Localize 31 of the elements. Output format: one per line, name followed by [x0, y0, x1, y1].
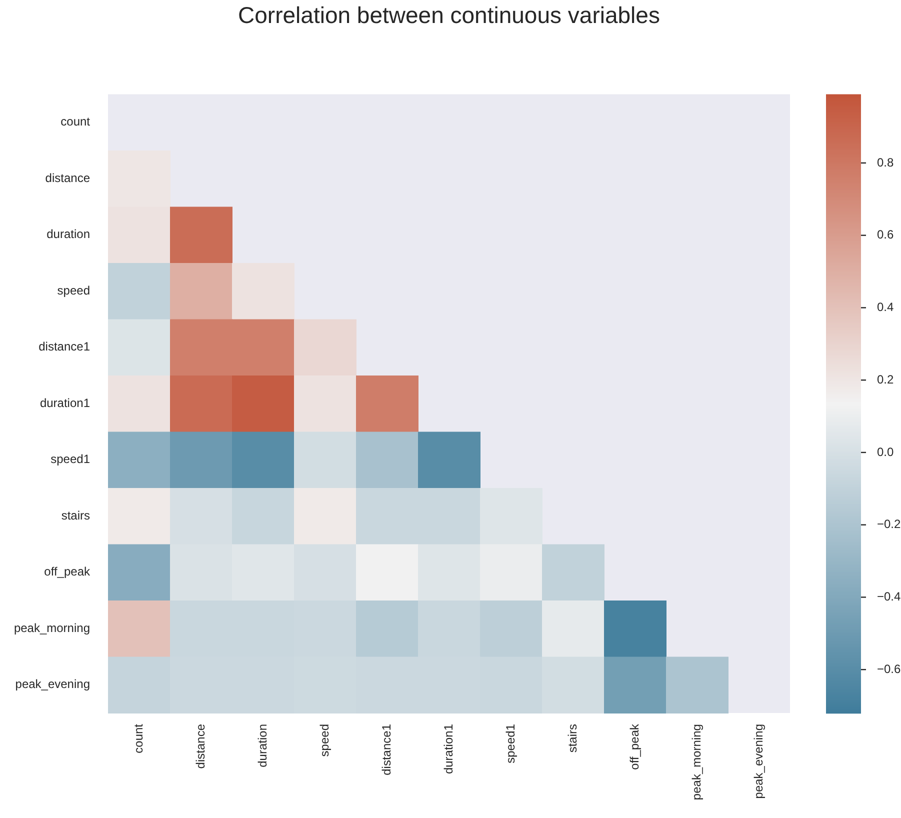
x-tick-label: distance1 — [379, 724, 394, 776]
color-bar-label: −0.2 — [877, 517, 901, 532]
y-tick-label: stairs — [61, 508, 90, 522]
color-bar-label: 0.2 — [877, 372, 894, 386]
x-tick-label: off_peak — [627, 723, 642, 770]
color-bar-label: 0.8 — [877, 155, 894, 170]
y-tick-label: duration1 — [40, 396, 90, 410]
y-tick-label: peak_evening — [15, 677, 90, 692]
x-tick-label: peak_morning — [689, 724, 704, 800]
x-tick-label: count — [131, 723, 146, 754]
y-tick-label: duration — [46, 227, 90, 242]
x-tick-label: stairs — [565, 724, 580, 753]
x-tick-label: distance — [193, 724, 208, 769]
x-tick-label: peak_evening — [751, 724, 766, 799]
y-tick-label: speed — [57, 283, 90, 298]
x-tick-label: speed — [317, 724, 332, 757]
y-tick-label: distance1 — [38, 340, 90, 354]
y-tick-label: speed1 — [50, 452, 90, 466]
y-tick-label: off_peak — [44, 564, 91, 579]
x-tick-label: duration1 — [441, 724, 456, 774]
x-tick-label: speed1 — [503, 724, 518, 764]
chart-title: Correlation between continuous variables — [237, 2, 661, 29]
x-tick-label: duration — [255, 724, 270, 768]
y-tick-label: peak_morning — [14, 620, 90, 635]
color-bar-label: −0.4 — [877, 590, 901, 604]
color-bar-label: 0.4 — [877, 300, 894, 314]
y-tick-label: distance — [45, 170, 90, 185]
color-bar-label: −0.6 — [877, 662, 901, 676]
color-bar-label: 0.6 — [877, 228, 894, 242]
y-tick-label: count — [60, 114, 91, 129]
color-bar-label: 0.0 — [877, 444, 894, 459]
